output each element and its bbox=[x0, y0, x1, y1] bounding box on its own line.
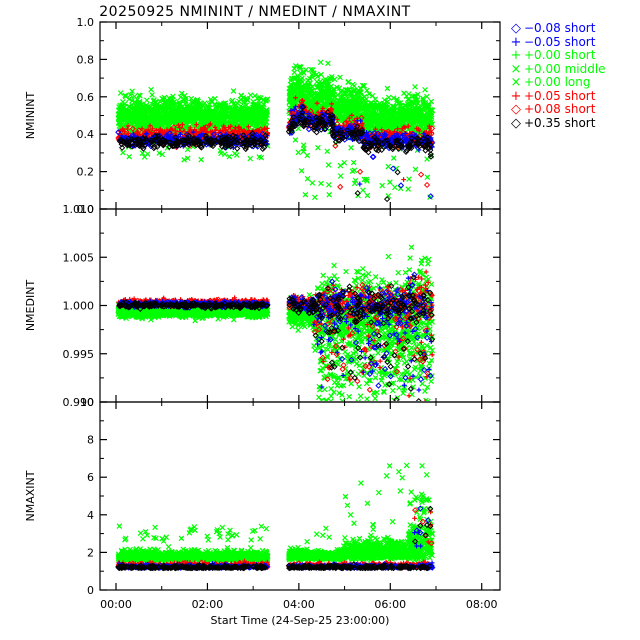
svg-text:1.0: 1.0 bbox=[77, 16, 95, 29]
svg-text:08:00: 08:00 bbox=[466, 598, 498, 611]
legend-item-label: −0.08 short bbox=[524, 21, 596, 35]
legend-item-label: +0.08 short bbox=[524, 102, 596, 116]
svg-text:04:00: 04:00 bbox=[283, 598, 315, 611]
legend-item: + +0.00 short bbox=[508, 48, 640, 63]
diamond-marker-icon: ◇ bbox=[511, 102, 521, 117]
legend-item: ◇ +0.08 short bbox=[508, 102, 640, 117]
svg-text:02:00: 02:00 bbox=[192, 598, 224, 611]
svg-text:0.6: 0.6 bbox=[77, 91, 95, 104]
svg-text:NMAXINT: NMAXINT bbox=[24, 470, 37, 521]
legend-item: ◇ −0.08 short bbox=[508, 21, 640, 36]
plus-marker-icon: + bbox=[510, 34, 522, 50]
diamond-marker-icon: ◇ bbox=[511, 21, 521, 36]
legend-item: + +0.05 short bbox=[508, 88, 640, 104]
svg-text:0.995: 0.995 bbox=[63, 348, 95, 361]
legend-item-label: +0.00 middle bbox=[524, 61, 606, 76]
plus-marker-icon: + bbox=[510, 88, 522, 104]
panel-middle-points bbox=[115, 244, 436, 401]
svg-text:1.005: 1.005 bbox=[63, 251, 95, 264]
legend-item-label: −0.05 short bbox=[524, 34, 596, 49]
diamond-marker-icon: ◇ bbox=[511, 115, 521, 131]
svg-text:2: 2 bbox=[87, 546, 94, 559]
legend-item: × +0.00 middle bbox=[508, 61, 640, 77]
legend-item-label: +0.00 long bbox=[524, 75, 591, 89]
svg-text:NMININT: NMININT bbox=[24, 92, 37, 140]
legend-item-label: +0.05 short bbox=[524, 88, 596, 103]
cross-marker-icon: × bbox=[510, 75, 522, 90]
svg-text:8: 8 bbox=[87, 434, 94, 447]
svg-text:0: 0 bbox=[87, 584, 94, 597]
panel-top-points bbox=[115, 59, 436, 203]
cross-marker-icon: × bbox=[510, 61, 522, 77]
svg-text:1.000: 1.000 bbox=[63, 300, 95, 313]
legend-item-label: +0.35 short bbox=[524, 115, 596, 130]
svg-text:6: 6 bbox=[87, 471, 94, 484]
legend-item: + −0.05 short bbox=[508, 34, 640, 50]
legend-item: ◇ +0.35 short bbox=[508, 115, 640, 131]
svg-text:0.990: 0.990 bbox=[63, 396, 95, 409]
legend: ◇ −0.08 short + −0.05 short + +0.00 short × +0.… bbox=[508, 21, 640, 131]
svg-text:4: 4 bbox=[87, 509, 94, 522]
svg-text:00:00: 00:00 bbox=[100, 598, 132, 611]
svg-text:10: 10 bbox=[80, 396, 94, 409]
svg-text:06:00: 06:00 bbox=[374, 598, 406, 611]
panel-bottom-points bbox=[115, 462, 436, 572]
page-title: 20250925 NMININT / NMEDINT / NMAXINT bbox=[99, 4, 411, 20]
svg-text:NMEDINT: NMEDINT bbox=[24, 280, 37, 332]
legend-item: × +0.00 long bbox=[508, 75, 640, 90]
svg-text:0.0: 0.0 bbox=[77, 203, 95, 216]
svg-text:Start Time (24-Sep-25 23:00:00: Start Time (24-Sep-25 23:00:00) bbox=[211, 614, 390, 627]
plus-marker-icon: + bbox=[510, 48, 522, 63]
legend-item-label: +0.00 short bbox=[524, 48, 596, 62]
svg-text:1.010: 1.010 bbox=[63, 203, 95, 216]
svg-text:0.2: 0.2 bbox=[77, 166, 95, 179]
svg-text:0.8: 0.8 bbox=[77, 53, 95, 66]
svg-text:0.4: 0.4 bbox=[77, 128, 95, 141]
